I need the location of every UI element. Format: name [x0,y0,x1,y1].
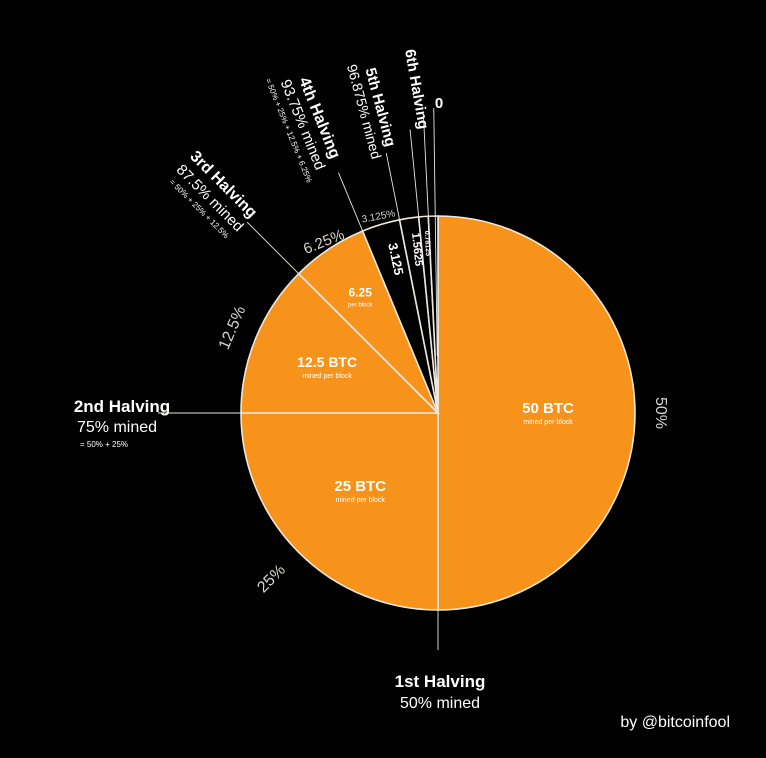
halving-2-name: 2nd Halving [74,397,170,416]
slice-value-label-4: 6.25 [349,286,373,300]
slice-label-group-5: 3.125 [385,241,406,276]
slice-value-label-1: 50 BTC [522,400,574,417]
leader-line-7 [423,118,436,347]
slice-value-label-3: 12.5 BTC [297,354,357,370]
slice-label-group-1: 50 BTC mined per block [522,400,574,426]
leader-line-3 [246,221,307,282]
leader-lines [158,108,439,650]
leader-line-8 [433,108,438,357]
leader-line-4 [338,172,375,259]
halving-1-name: 1st Halving [395,672,486,691]
slice-sub-label-1: mined per block [523,419,573,426]
credit-text: by @bitcoinfool [620,714,730,731]
halving-1-mined: 50% mined [400,695,480,712]
slice-sub-label-3: mined per block [302,373,352,380]
slice-value-label-6: 1.5625 [409,232,424,267]
halving-7-zero: 0 [435,95,443,112]
halving-2-formula: = 50% + 25% [80,440,128,449]
slice-value-label-7: 0.78125 [423,231,431,257]
pie-slice-3 [240,272,440,414]
slice-value-label-2: 25 BTC [334,478,386,495]
slice-percent-label-2: 25% [254,562,289,597]
halving-6-name: 6th Halving [401,48,432,131]
slice-label-group-2: 25 BTC mined per block [334,478,386,504]
slice-label-group-6: 1.5625 [409,232,424,267]
slice-percent-label-3: 12.5% [216,304,249,352]
halving-6-label: 6th Halving [401,48,432,131]
pie-slice-2 [240,412,439,611]
slice-label-group-4: 6.25 per block [348,286,373,309]
pie-slice-1 [437,215,636,611]
halving-2-mined: 75% mined [77,419,157,436]
slice-sub-label-4: per block [348,303,373,309]
halving-4-label: 4th Halving 93.75% mined = 50% + 25% + 1… [263,75,343,184]
slice-percent-label-1: 50% [652,397,669,429]
slice-label-group-3: 12.5 BTC mined per block [297,354,357,380]
slice-label-group-7: 0.78125 [423,231,431,257]
halving-5-label: 5th Halving 96.875% mined [344,62,399,160]
leader-line-5 [385,153,412,279]
slice-sub-label-2: mined per block [336,497,386,504]
leader-line-6 [409,129,429,317]
halving-3-label: 3rd Halving 87.5% mined = 50% + 25% + 12… [168,148,260,240]
slice-value-label-5: 3.125 [385,241,406,276]
